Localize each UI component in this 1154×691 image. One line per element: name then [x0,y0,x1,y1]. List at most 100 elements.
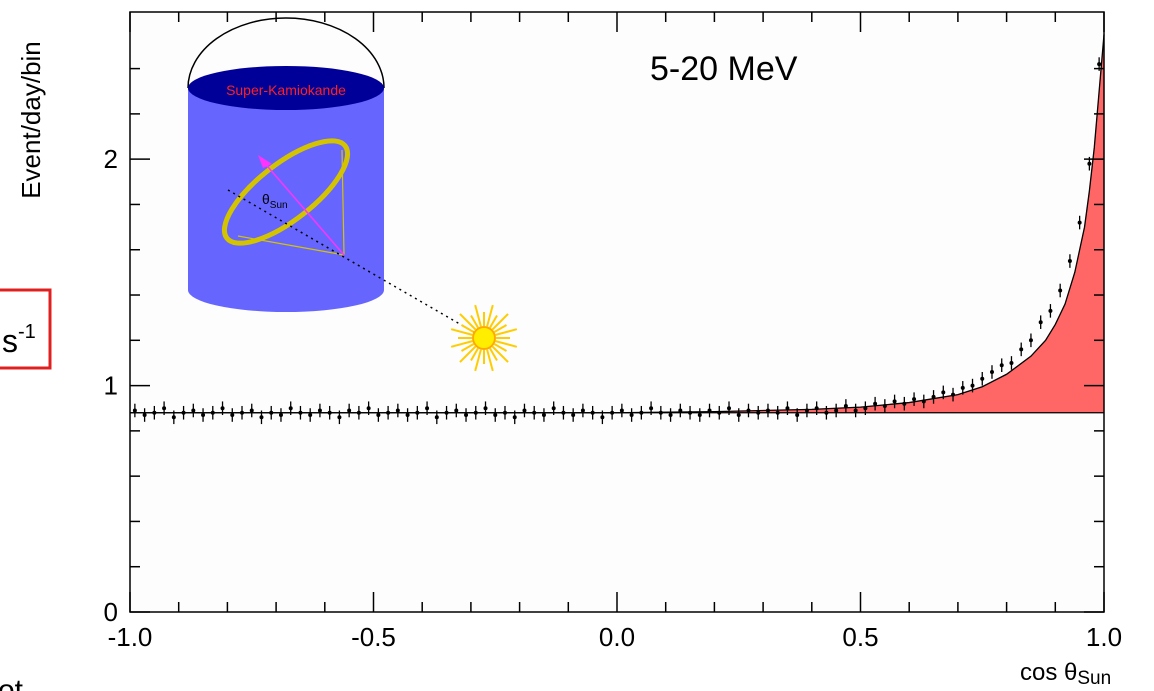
cone-edge [341,149,345,256]
data-point [561,410,566,415]
angle-subscript: Sun [270,200,288,211]
data-point [629,413,634,418]
data-point [795,413,800,418]
data-point [201,413,206,418]
data-point [931,394,936,399]
y-axis-label: Event/day/bin [16,41,46,199]
data-point [512,415,517,420]
y-tick-label: 1 [104,371,118,401]
data-point [298,410,303,415]
x-tick-label: -1.0 [108,622,153,652]
sun-ray [491,313,509,331]
data-point [873,401,878,406]
data-point [220,406,225,411]
x-tick-label: 1.0 [1086,622,1122,652]
data-point [590,410,595,415]
data-point [230,413,235,418]
data-point [240,410,245,415]
data-point [502,410,507,415]
data-point [668,413,673,418]
data-point [814,406,819,411]
data-point [395,408,400,413]
data-point [834,408,839,413]
inset-label: Super-Kamiokande [226,82,346,98]
data-point [493,413,498,418]
data-point [804,408,809,413]
data-point [1028,338,1033,343]
data-point [843,403,848,408]
data-point [1048,308,1053,313]
data-point [288,406,293,411]
data-point [259,415,264,420]
data-point [551,406,556,411]
data-point [483,406,488,411]
data-point [444,410,449,415]
data-point [142,413,147,418]
data-point [308,413,313,418]
inset-angle: θSun [262,191,288,211]
data-point [902,401,907,406]
unit-superscript: -1 [18,321,36,343]
data-point [639,410,644,415]
tank-body [188,88,384,312]
data-point [727,406,732,411]
sun-ray [495,340,518,348]
data-point [882,403,887,408]
data-point [278,413,283,418]
direction-arrow [261,159,345,256]
data-point [386,410,391,415]
data-point [649,406,654,411]
sun-line [227,189,485,339]
data-point [1019,347,1024,352]
data-point [951,392,956,397]
fit-line [130,34,1105,414]
margin-unit: s-1 [2,321,36,359]
sun-ray [493,343,508,352]
sun-ray [495,328,518,336]
sun [450,304,518,372]
data-point [541,413,546,418]
data-point [571,413,576,418]
data-point [1067,259,1072,264]
cherenkov-ring [221,138,351,246]
data-point [999,363,1004,368]
margin-box [0,288,52,370]
sun-ray [460,324,475,333]
data-point [356,410,361,415]
sun-ray [486,349,494,372]
data-point [970,383,975,388]
x-tick-label: -0.5 [351,622,396,652]
sun-ray [460,343,475,352]
data-point [824,410,829,415]
data-point [132,408,137,413]
plot-layer: -1.0 -0.5 0.0 0.5 1.0 0 1 2 [104,11,1122,652]
sun-ray [489,314,498,329]
unit-text: s [2,323,18,359]
data-point [366,406,371,411]
data-point [1087,161,1092,166]
data-point [454,408,459,413]
data-point [425,406,430,411]
data-point [269,410,274,415]
annotation: 5-20 MeV [650,50,798,88]
data-point [912,397,917,402]
data-point [532,410,537,415]
data-point [405,413,410,418]
data-point [785,406,790,411]
x-axis-label: cos θSun [1020,659,1111,689]
angle-symbol: θ [262,191,270,207]
data-point [678,408,683,413]
data-point [980,376,985,381]
data-point [892,399,897,404]
x-label-main: cos θ [1020,659,1077,686]
sun-ray [450,340,473,348]
x-label-subscript: Sun [1077,668,1111,689]
data-point [181,410,186,415]
data-point [1058,288,1063,293]
data-point [863,406,868,411]
sun-ray [486,304,494,327]
arrow-head [258,155,272,168]
dome [187,17,385,89]
data-point [317,408,322,413]
